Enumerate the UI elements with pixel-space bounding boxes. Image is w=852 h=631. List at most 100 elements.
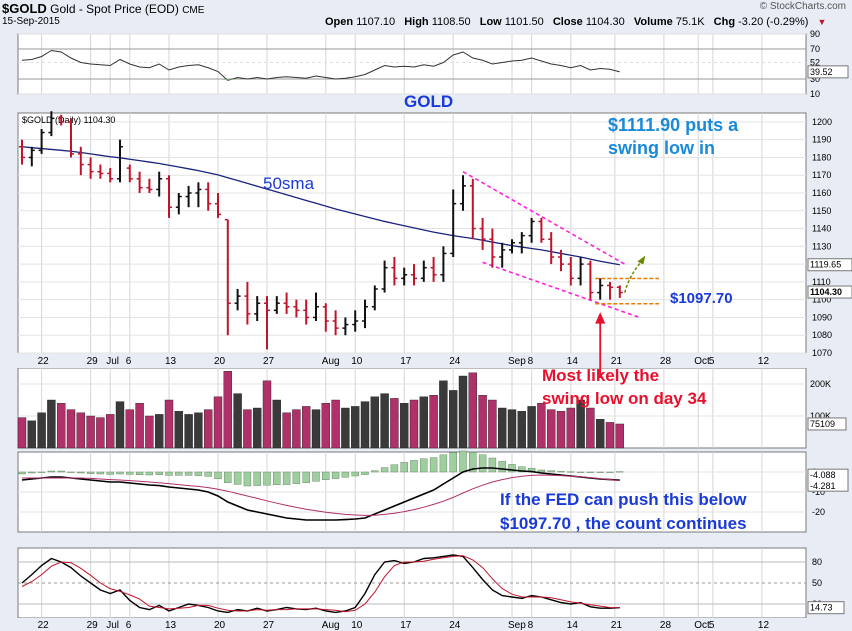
volume-tick-label: 100K: [810, 411, 831, 421]
stoch-value-label: 14.73: [810, 603, 833, 613]
volume-bar: [66, 409, 76, 449]
date-tick-label: 24: [449, 620, 461, 631]
stockcharts-logo: © StockCharts.com: [759, 1, 846, 12]
macd-histogram-bar: [361, 471, 369, 475]
macd-signal-line: [22, 474, 620, 516]
close-value: 1104.30: [585, 16, 625, 28]
chevron-down-icon[interactable]: ▼: [817, 17, 827, 27]
volume-bar: [184, 414, 193, 449]
macd-tick-label: -10: [812, 487, 825, 497]
macd-histogram-bar: [567, 471, 575, 473]
volume-bar: [517, 411, 526, 449]
volume-bar: [341, 407, 350, 449]
price-tick-label: 1150: [812, 206, 831, 216]
volume-bar: [537, 403, 546, 449]
stoch-pane: [17, 547, 807, 619]
macd-histogram-bar: [616, 471, 624, 473]
date-tick-label: 6: [126, 620, 132, 631]
macd-histogram-bar: [47, 470, 56, 473]
macd-histogram-bar: [439, 454, 448, 473]
volume-bar: [605, 422, 615, 449]
date-tick-label: 27: [263, 620, 275, 631]
open-value: 1107.10: [356, 16, 396, 28]
ticker-symbol: $GOLD: [2, 1, 47, 16]
macd-line: [21, 467, 620, 521]
macd-histogram-bar: [576, 471, 585, 473]
date-tick-label: Sep: [508, 620, 526, 631]
macd-histogram-bar: [282, 471, 291, 485]
rsi-tick-label: 90: [810, 29, 820, 39]
volume-bar: [507, 409, 517, 449]
price-tick-label: 1170: [812, 170, 831, 180]
close-label: Close: [552, 16, 583, 28]
price-tick-label: 1180: [812, 152, 831, 162]
macd-histogram-bar: [243, 471, 252, 487]
red-arrow-head-icon: [595, 312, 606, 324]
rsi-oversold-fill: [218, 79, 365, 81]
volume-bar: [115, 401, 125, 449]
date-strip-bottom: [0, 618, 852, 631]
swing-note-line1: $1111.90 puts a: [608, 115, 739, 135]
macd-histogram-bar: [547, 470, 555, 473]
chart-date: 15-Sep-2015: [2, 16, 60, 27]
date-tick-label: Jul: [106, 620, 119, 631]
macd-histogram-bar: [233, 471, 242, 485]
date-tick-label: 10: [351, 356, 363, 367]
sma50-line: [21, 146, 620, 266]
macd-histogram-bar: [420, 458, 428, 473]
macd-histogram-bar: [126, 471, 134, 475]
volume-bar: [311, 409, 321, 449]
volume-value-label: 75109: [810, 419, 835, 429]
date-tick-label: 24: [449, 356, 461, 367]
macd-histogram-bar: [429, 457, 438, 473]
stoch-value-box: [807, 601, 845, 615]
chart-header: $GOLD Gold - Spot Price (EOD) CME: [2, 1, 204, 16]
macd-value-label-1: -4.088: [810, 470, 836, 480]
volume-bar: [527, 406, 536, 449]
date-tick-label: 5: [709, 620, 715, 631]
macd-histogram-bar: [449, 452, 457, 473]
volume-bar: [203, 409, 213, 449]
price-tick-label: 1110: [812, 277, 831, 287]
ohlc-readout: Open 1107.10 High 1108.50 Low 1101.50 Cl…: [325, 16, 832, 28]
sma-label: 50sma: [263, 174, 315, 193]
volume-value-box: [807, 417, 847, 431]
date-tick-label: 27: [263, 356, 275, 367]
macd-histogram-bar: [86, 471, 95, 474]
volume-bar: [615, 423, 624, 449]
macd-histogram-bar: [145, 471, 154, 476]
fed-line1: If the FED can push this below: [500, 490, 747, 509]
macd-histogram-bar: [214, 471, 222, 480]
macd-histogram-bar: [302, 471, 310, 484]
volume-bar: [596, 419, 605, 449]
stoch-tick-label: 50: [812, 578, 822, 588]
date-tick-label: 6: [126, 356, 132, 367]
price-tick-label: 1190: [812, 135, 831, 145]
date-tick-label: 29: [87, 356, 99, 367]
date-tick-label: 14: [567, 356, 579, 367]
volume-bar: [439, 380, 448, 449]
volume-bar: [566, 407, 575, 449]
macd-histogram-bar: [586, 471, 595, 473]
volume-bar: [194, 412, 203, 449]
volume-bar: [302, 406, 311, 449]
macd-histogram-bar: [253, 471, 261, 486]
macd-histogram-bar: [518, 466, 526, 473]
date-tick-label: 21: [611, 620, 623, 631]
macd-value-label-2: -4.281: [810, 481, 836, 491]
date-tick-label: Aug: [322, 620, 340, 631]
macd-histogram-bar: [371, 470, 379, 473]
volume-bar: [233, 393, 242, 449]
volume-bar: [252, 407, 262, 449]
macd-histogram-bar: [400, 462, 408, 473]
price-tick-label: 1130: [812, 241, 831, 251]
exchange-label: CME: [182, 5, 205, 16]
macd-histogram-bar: [204, 471, 212, 477]
price-tick-label: 1080: [812, 330, 832, 340]
stoch-d-line: [21, 555, 620, 613]
volume-bar: [223, 371, 233, 449]
likely-line2: swing low on day 34: [542, 389, 707, 408]
instrument-name: Gold - Spot Price (EOD): [50, 2, 179, 16]
date-tick-label: 20: [214, 620, 226, 631]
date-tick-label: 13: [165, 356, 177, 367]
